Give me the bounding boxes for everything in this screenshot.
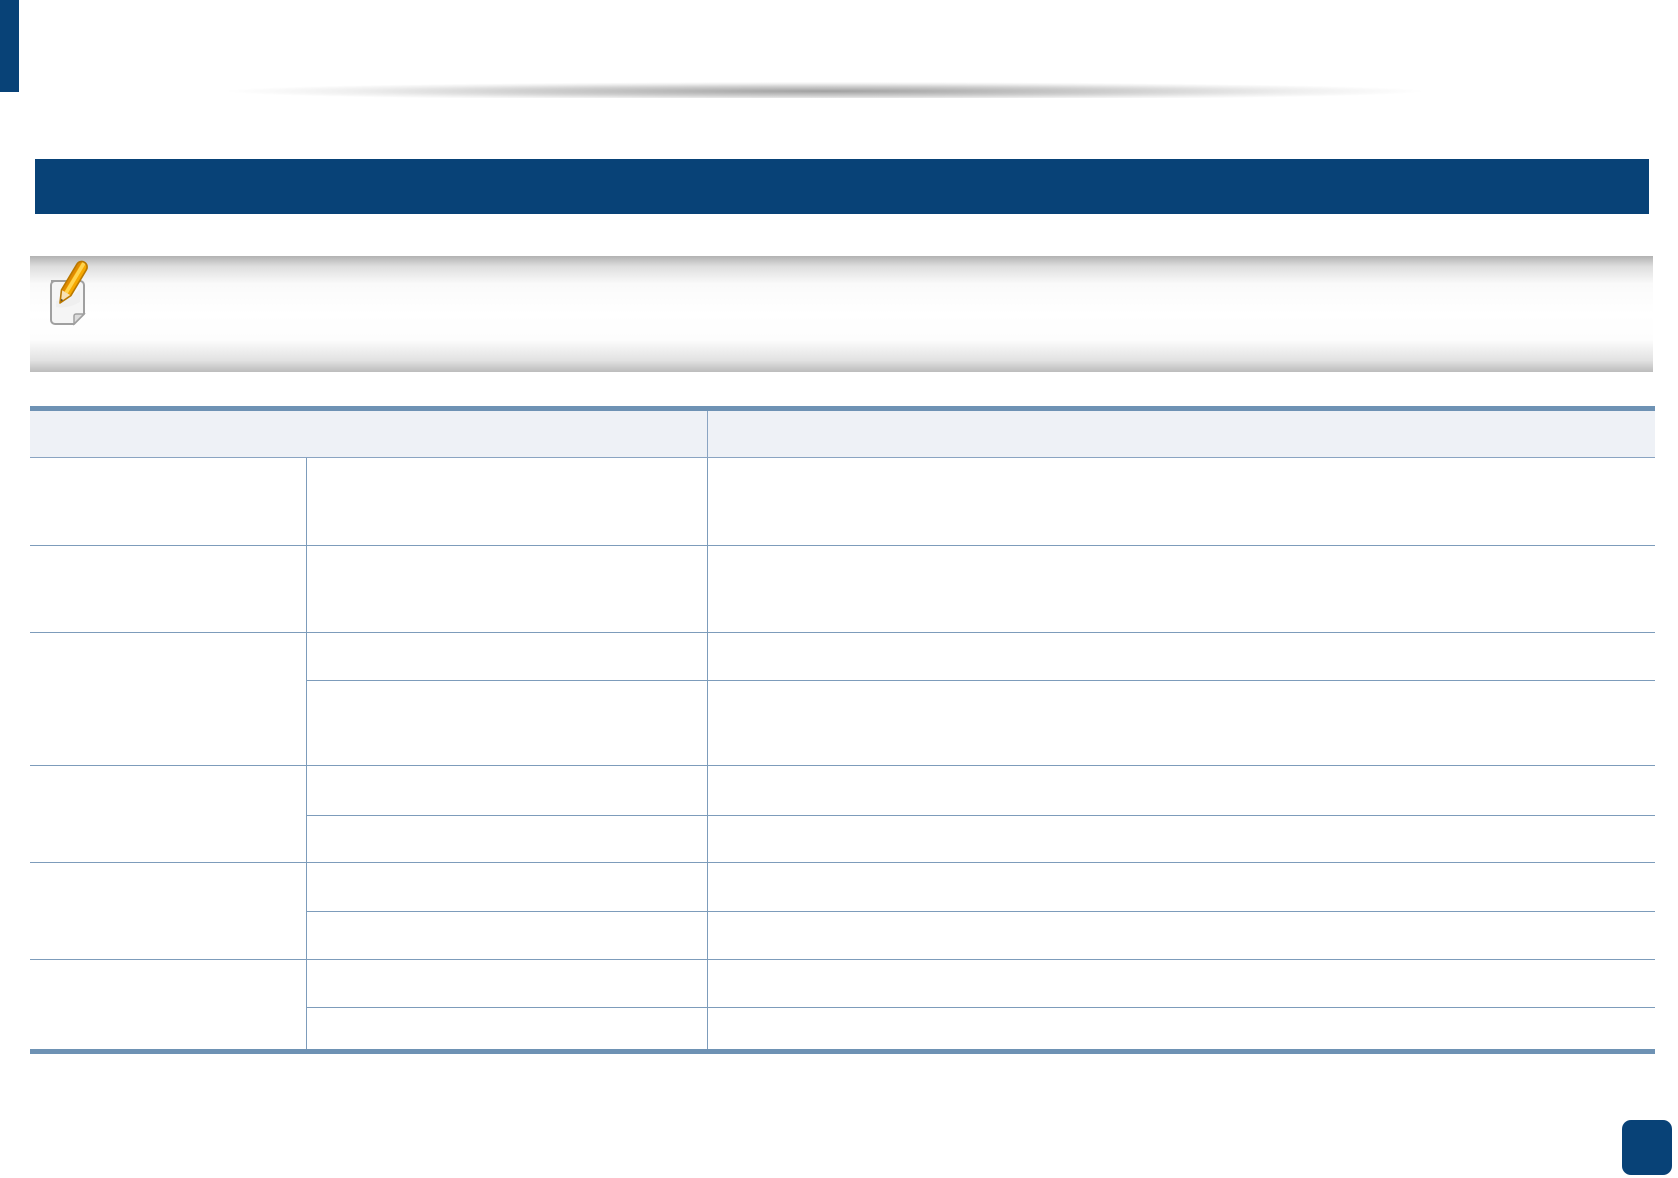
table-row (30, 545, 1655, 633)
table-row (30, 632, 1655, 766)
table-header-row (30, 408, 1655, 458)
table-cell (706, 457, 1655, 546)
table-header-col1 (30, 408, 708, 458)
table-cell (305, 765, 708, 816)
table-cell (706, 765, 1655, 816)
table-cell (706, 680, 1655, 766)
page-curl-shadow (36, 78, 1614, 98)
table-cell (305, 457, 708, 546)
table-row (30, 765, 1655, 863)
table-cell (306, 815, 708, 863)
chapter-corner-bar (0, 0, 19, 92)
spec-table (30, 406, 1655, 1054)
table-cell (706, 862, 1655, 912)
table-cell (30, 765, 307, 863)
table-cell (306, 1007, 708, 1052)
table-cell (706, 815, 1655, 863)
table-cell (706, 632, 1655, 681)
table-cell (305, 632, 708, 681)
table-row (30, 911, 1655, 960)
table-cell (30, 545, 307, 633)
table-cell (30, 632, 307, 766)
page-number-box (1622, 1120, 1672, 1175)
table-cell (306, 911, 708, 960)
table-cell (706, 545, 1655, 633)
table-cell (305, 862, 708, 912)
table-cell (305, 545, 708, 633)
table-row (30, 680, 1655, 766)
note-callout-box (30, 256, 1653, 372)
table-cell (306, 680, 708, 766)
table-cell (30, 862, 307, 960)
table-cell (305, 959, 708, 1008)
table-cell (706, 959, 1655, 1008)
table-cell (30, 457, 307, 546)
table-header-col2 (707, 408, 1655, 458)
table-row (30, 959, 1655, 1052)
table-row (30, 862, 1655, 960)
section-title-bar (35, 159, 1649, 214)
table-row (30, 1007, 1655, 1052)
table-cell (706, 911, 1655, 960)
table-cell (706, 1007, 1655, 1052)
note-pencil-icon (46, 257, 92, 329)
table-row (30, 457, 1655, 546)
table-cell (30, 959, 307, 1052)
